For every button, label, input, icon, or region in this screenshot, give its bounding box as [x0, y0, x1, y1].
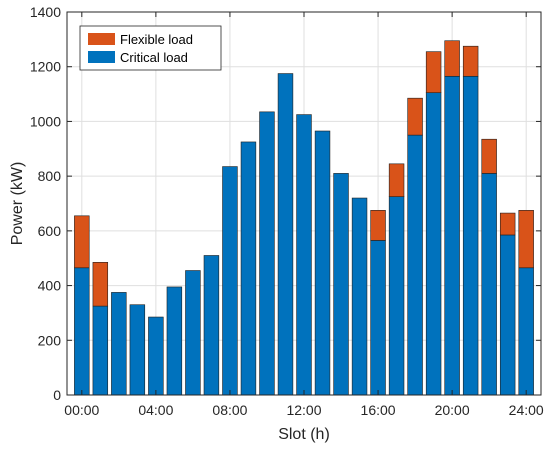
bar-flexible-load: [444, 40, 460, 77]
bar-critical-load: [148, 316, 164, 396]
x-tick-label: 16:00: [361, 402, 396, 418]
bar-critical-load: [92, 305, 109, 396]
bar-critical-load: [333, 173, 349, 396]
y-tick-label: 1200: [30, 59, 61, 75]
legend-label-critical: Critical load: [120, 50, 188, 65]
bar-critical-load: [499, 234, 516, 396]
bar-critical-load: [259, 111, 275, 396]
x-tick-label: 00:00: [64, 402, 99, 418]
bar-flexible-load: [462, 45, 479, 77]
legend-label-flexible: Flexible load: [120, 32, 193, 47]
bar-critical-load: [388, 196, 405, 396]
bar-flexible-load: [388, 163, 405, 197]
y-axis-label: Power (kW): [9, 162, 26, 246]
bar-critical-load: [74, 267, 90, 396]
y-tick-label: 1000: [30, 113, 61, 129]
x-tick-label: 04:00: [138, 402, 173, 418]
x-tick-label: 12:00: [286, 402, 321, 418]
bar-critical-load: [166, 286, 183, 396]
bar-critical-load: [351, 197, 368, 396]
bar-flexible-load: [92, 262, 109, 307]
bar-critical-load: [129, 304, 146, 396]
bar-flexible-load: [407, 97, 423, 136]
bar-critical-load: [481, 173, 497, 396]
bar-critical-load: [370, 240, 386, 396]
y-tick-label: 0: [53, 387, 61, 403]
y-tick-label: 800: [38, 168, 62, 184]
bar-critical-load: [296, 114, 312, 396]
y-tick-label: 400: [38, 278, 62, 294]
bar-flexible-load: [425, 51, 442, 94]
bars: [74, 40, 534, 396]
bar-flexible-load: [481, 138, 497, 174]
bar-critical-load: [462, 75, 479, 396]
y-tick-label: 600: [38, 223, 62, 239]
bar-flexible-load: [74, 215, 90, 269]
bar-critical-load: [222, 166, 238, 396]
bar-critical-load: [518, 267, 534, 396]
x-tick-label: 24:00: [509, 402, 544, 418]
y-tick-label: 200: [38, 332, 62, 348]
y-tick-label: 1400: [30, 4, 61, 20]
x-tick-label: 08:00: [212, 402, 247, 418]
legend-swatch-flexible: [88, 33, 115, 45]
bar-critical-load: [240, 141, 257, 396]
bar-critical-load: [277, 73, 294, 396]
x-tick-label: 20:00: [435, 402, 470, 418]
legend: Flexible load Critical load: [79, 25, 222, 71]
legend-swatch-critical: [88, 51, 115, 63]
bar-critical-load: [203, 255, 220, 396]
bar-flexible-load: [370, 210, 386, 241]
bar-critical-load: [444, 75, 460, 396]
axis-ticks: 0 200 400 600 800 1000 1200 1400 00:00 04:00 08:00…: [30, 4, 544, 418]
bar-flexible-load: [518, 210, 534, 269]
bar-flexible-load: [499, 212, 516, 236]
bar-critical-load: [314, 130, 331, 396]
bar-critical-load: [407, 134, 423, 396]
bar-critical-load: [111, 292, 127, 396]
bar-critical-load: [425, 92, 442, 396]
x-axis-label: Slot (h): [278, 426, 330, 443]
bar-critical-load: [185, 270, 201, 396]
